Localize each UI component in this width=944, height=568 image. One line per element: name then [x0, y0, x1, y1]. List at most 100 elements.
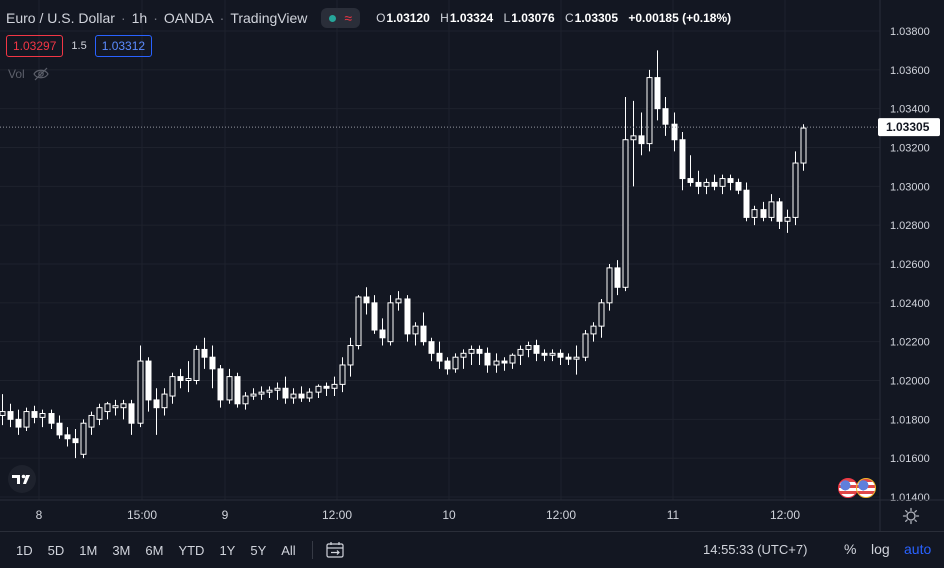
candle-up[interactable]: [39, 413, 46, 418]
candle-up[interactable]: [23, 411, 30, 428]
tradingview-logo[interactable]: [6, 465, 38, 493]
candle-down[interactable]: [541, 352, 548, 356]
us-flag-event-icon[interactable]: [856, 478, 876, 498]
candle-up[interactable]: [792, 162, 799, 218]
candle-up[interactable]: [582, 333, 589, 358]
candle-up[interactable]: [719, 178, 726, 187]
candle-down[interactable]: [217, 368, 224, 401]
candle-up[interactable]: [306, 391, 313, 399]
candle-up[interactable]: [290, 393, 297, 399]
candle-down[interactable]: [533, 345, 540, 354]
candle-up[interactable]: [112, 405, 119, 409]
candle-down[interactable]: [153, 399, 160, 409]
us-flag-event-icon[interactable]: [838, 478, 858, 498]
candle-down[interactable]: [760, 209, 767, 218]
candle-down[interactable]: [484, 352, 491, 366]
interval-label[interactable]: 1h: [131, 10, 148, 26]
candle-up[interactable]: [751, 209, 758, 218]
volume-indicator[interactable]: Vol: [8, 67, 49, 81]
candle-down[interactable]: [234, 376, 241, 405]
candle-up[interactable]: [646, 77, 653, 145]
candle-down[interactable]: [711, 181, 718, 187]
range-1m-button[interactable]: 1M: [79, 542, 98, 558]
candle-down[interactable]: [557, 352, 564, 358]
candle-down[interactable]: [671, 123, 678, 141]
range-ytd-button[interactable]: YTD: [178, 542, 205, 558]
candle-down[interactable]: [128, 403, 135, 424]
range-6m-button[interactable]: 6M: [145, 542, 164, 558]
candle-down[interactable]: [687, 178, 694, 183]
candle-up[interactable]: [193, 348, 200, 381]
candle-up[interactable]: [0, 411, 6, 416]
candle-up[interactable]: [598, 302, 605, 327]
candle-up[interactable]: [258, 391, 265, 395]
candle-up[interactable]: [784, 216, 791, 222]
events-markers[interactable]: [838, 478, 876, 498]
settings-gear-icon[interactable]: [902, 507, 920, 525]
candle-down[interactable]: [56, 422, 63, 436]
candle-down[interactable]: [679, 139, 686, 180]
candle-down[interactable]: [323, 385, 330, 389]
market-status-toggle[interactable]: ≈: [321, 8, 361, 28]
candle-down[interactable]: [371, 302, 378, 331]
candle-down[interactable]: [145, 360, 152, 401]
candle-down[interactable]: [743, 189, 750, 218]
candle-down[interactable]: [444, 360, 451, 370]
candle-down[interactable]: [282, 387, 289, 399]
candle-down[interactable]: [420, 325, 427, 343]
candle-up[interactable]: [800, 127, 807, 164]
percent-scale-button[interactable]: %: [844, 541, 857, 557]
eye-crossed-icon[interactable]: [32, 67, 49, 81]
candle-down[interactable]: [614, 267, 621, 288]
candle-up[interactable]: [242, 395, 249, 405]
range-3m-button[interactable]: 3M: [112, 542, 131, 558]
candle-up[interactable]: [493, 360, 500, 366]
candle-up[interactable]: [137, 360, 144, 424]
candle-up[interactable]: [331, 383, 338, 389]
candle-down[interactable]: [7, 411, 14, 420]
candle-down[interactable]: [404, 298, 411, 335]
candle-down[interactable]: [31, 411, 38, 418]
candle-down[interactable]: [776, 201, 783, 222]
candle-up[interactable]: [88, 414, 95, 428]
range-1y-button[interactable]: 1Y: [219, 542, 236, 558]
symbol-name[interactable]: Euro / U.S. Dollar: [6, 10, 115, 26]
candle-down[interactable]: [72, 438, 79, 444]
candle-up[interactable]: [250, 393, 257, 397]
candle-up[interactable]: [412, 325, 419, 335]
candle-up[interactable]: [460, 352, 467, 358]
candle-up[interactable]: [525, 345, 532, 350]
candle-down[interactable]: [501, 360, 508, 364]
auto-scale-button[interactable]: auto: [904, 541, 932, 557]
candle-up[interactable]: [387, 302, 394, 343]
candle-down[interactable]: [654, 77, 661, 110]
candle-down[interactable]: [695, 181, 702, 187]
candle-up[interactable]: [622, 139, 629, 288]
candle-up[interactable]: [509, 354, 516, 364]
candle-down[interactable]: [638, 135, 645, 145]
candle-up[interactable]: [468, 348, 475, 354]
candle-down[interactable]: [48, 413, 55, 424]
sell-button[interactable]: 1.03297: [6, 35, 64, 57]
candle-up[interactable]: [169, 376, 176, 397]
range-1d-button[interactable]: 1D: [16, 542, 33, 558]
candle-up[interactable]: [606, 267, 613, 304]
candle-down[interactable]: [363, 296, 370, 304]
candle-down[interactable]: [428, 341, 435, 354]
candle-down[interactable]: [727, 178, 734, 183]
candle-up[interactable]: [703, 181, 710, 187]
range-5y-button[interactable]: 5Y: [250, 542, 267, 558]
candle-up[interactable]: [590, 325, 597, 335]
candle-down[interactable]: [436, 352, 443, 362]
candle-up[interactable]: [104, 403, 111, 413]
candle-down[interactable]: [201, 348, 208, 358]
price-chart[interactable]: 1.03800 1.03600 1.03400 1.03200 1.03000 1.028…: [0, 0, 944, 531]
clock-timezone[interactable]: 14:55:33 (UTC+7): [703, 542, 808, 557]
candle-up[interactable]: [452, 356, 459, 370]
candle-down[interactable]: [379, 329, 386, 339]
candle-up[interactable]: [226, 376, 233, 401]
candle-up[interactable]: [347, 345, 354, 366]
candle-up[interactable]: [517, 348, 524, 356]
candle-down[interactable]: [662, 108, 669, 125]
candle-up[interactable]: [315, 385, 322, 393]
